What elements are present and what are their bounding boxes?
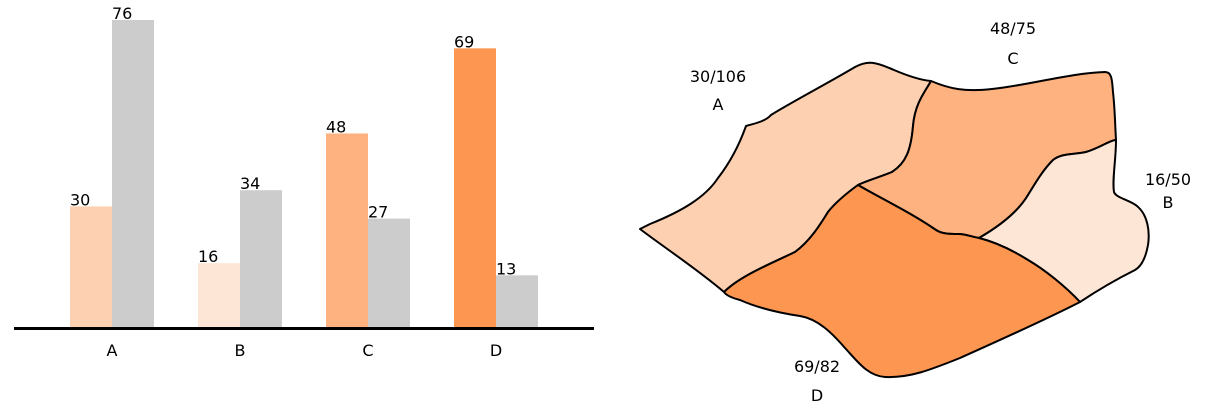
region-map: 30/106 A 48/75 C 16/50 B 69/82 D <box>639 19 1191 405</box>
map-value-label: 30/106 <box>690 67 746 86</box>
map-region-name: D <box>811 386 823 405</box>
x-tick-label: B <box>235 341 246 360</box>
bar-value-label: 48 <box>326 117 346 136</box>
bar-chart: 30 76 16 34 48 27 69 13 A B C D <box>14 4 594 360</box>
bar-value-label: 16 <box>198 247 218 266</box>
bar-c-series-2 <box>368 218 410 328</box>
bar-value-labels: 30 76 16 34 48 27 69 13 <box>70 4 516 278</box>
bar-d-series-1 <box>454 48 496 329</box>
bar-value-label: 13 <box>496 259 516 278</box>
x-tick-label: A <box>107 341 118 360</box>
map-region-name: A <box>713 95 724 114</box>
bar-c-series-1 <box>326 133 368 328</box>
bar-a-series-1 <box>70 206 112 328</box>
map-value-label: 69/82 <box>794 357 840 376</box>
x-tick-label: D <box>490 341 502 360</box>
x-tick-label: C <box>362 341 373 360</box>
bar-b-series-2 <box>240 190 282 328</box>
bar-a-series-2 <box>112 20 154 328</box>
map-region-name: C <box>1007 49 1018 68</box>
bar-value-label: 69 <box>454 32 474 51</box>
map-value-label: 48/75 <box>990 19 1036 38</box>
bar-d-series-2 <box>496 275 538 328</box>
bars-group <box>70 20 538 329</box>
bar-value-label: 30 <box>70 190 90 209</box>
x-tick-labels: A B C D <box>107 341 503 360</box>
bar-value-label: 34 <box>240 174 260 193</box>
map-value-label: 16/50 <box>1145 170 1191 189</box>
bar-value-label: 76 <box>112 4 132 23</box>
map-labels: 30/106 A 48/75 C 16/50 B 69/82 D <box>690 19 1191 405</box>
bar-b-series-1 <box>198 263 240 328</box>
map-region-name: B <box>1163 193 1174 212</box>
bar-value-label: 27 <box>368 203 388 222</box>
map-region-d <box>723 184 1081 379</box>
